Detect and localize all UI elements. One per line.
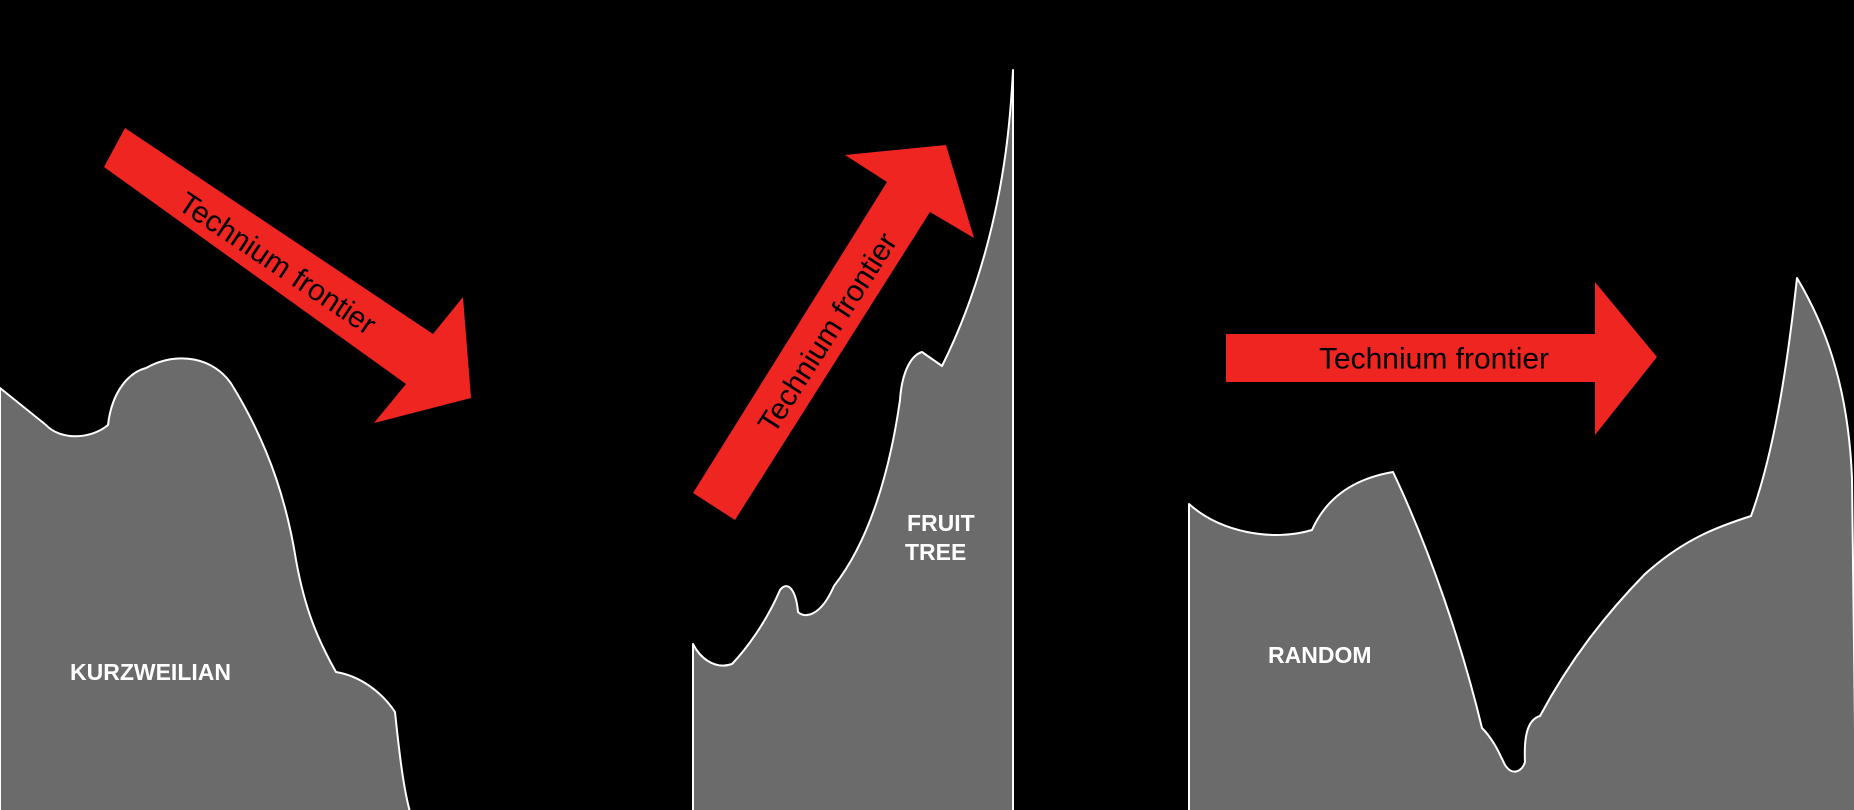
panel-random: RANDOM Technium frontier bbox=[1188, 277, 1854, 810]
panel-fruit-tree: FRUIT TREE Technium frontier bbox=[692, 69, 1014, 810]
random-arrow: Technium frontier bbox=[1226, 282, 1657, 435]
random-label: RANDOM bbox=[1268, 642, 1372, 668]
fruit-tree-label-line1: FRUIT bbox=[907, 510, 975, 536]
fruit-tree-arrow-shape bbox=[693, 145, 974, 520]
kurzweilian-label: KURZWEILIAN bbox=[70, 659, 231, 685]
random-terrain bbox=[1188, 277, 1854, 810]
fruit-tree-arrow-text: Technium frontier bbox=[752, 227, 904, 439]
panel-kurzweilian: KURZWEILIAN Technium frontier bbox=[0, 128, 471, 810]
fruit-tree-label-line2: TREE bbox=[905, 539, 966, 565]
kurzweilian-arrow-text: Technium frontier bbox=[172, 186, 382, 341]
kurzweilian-terrain bbox=[0, 357, 411, 810]
random-arrow-shape bbox=[1226, 282, 1657, 435]
kurzweilian-arrow-shape bbox=[104, 128, 471, 423]
fruit-tree-terrain bbox=[692, 69, 1014, 810]
random-arrow-text: Technium frontier bbox=[1319, 343, 1549, 376]
